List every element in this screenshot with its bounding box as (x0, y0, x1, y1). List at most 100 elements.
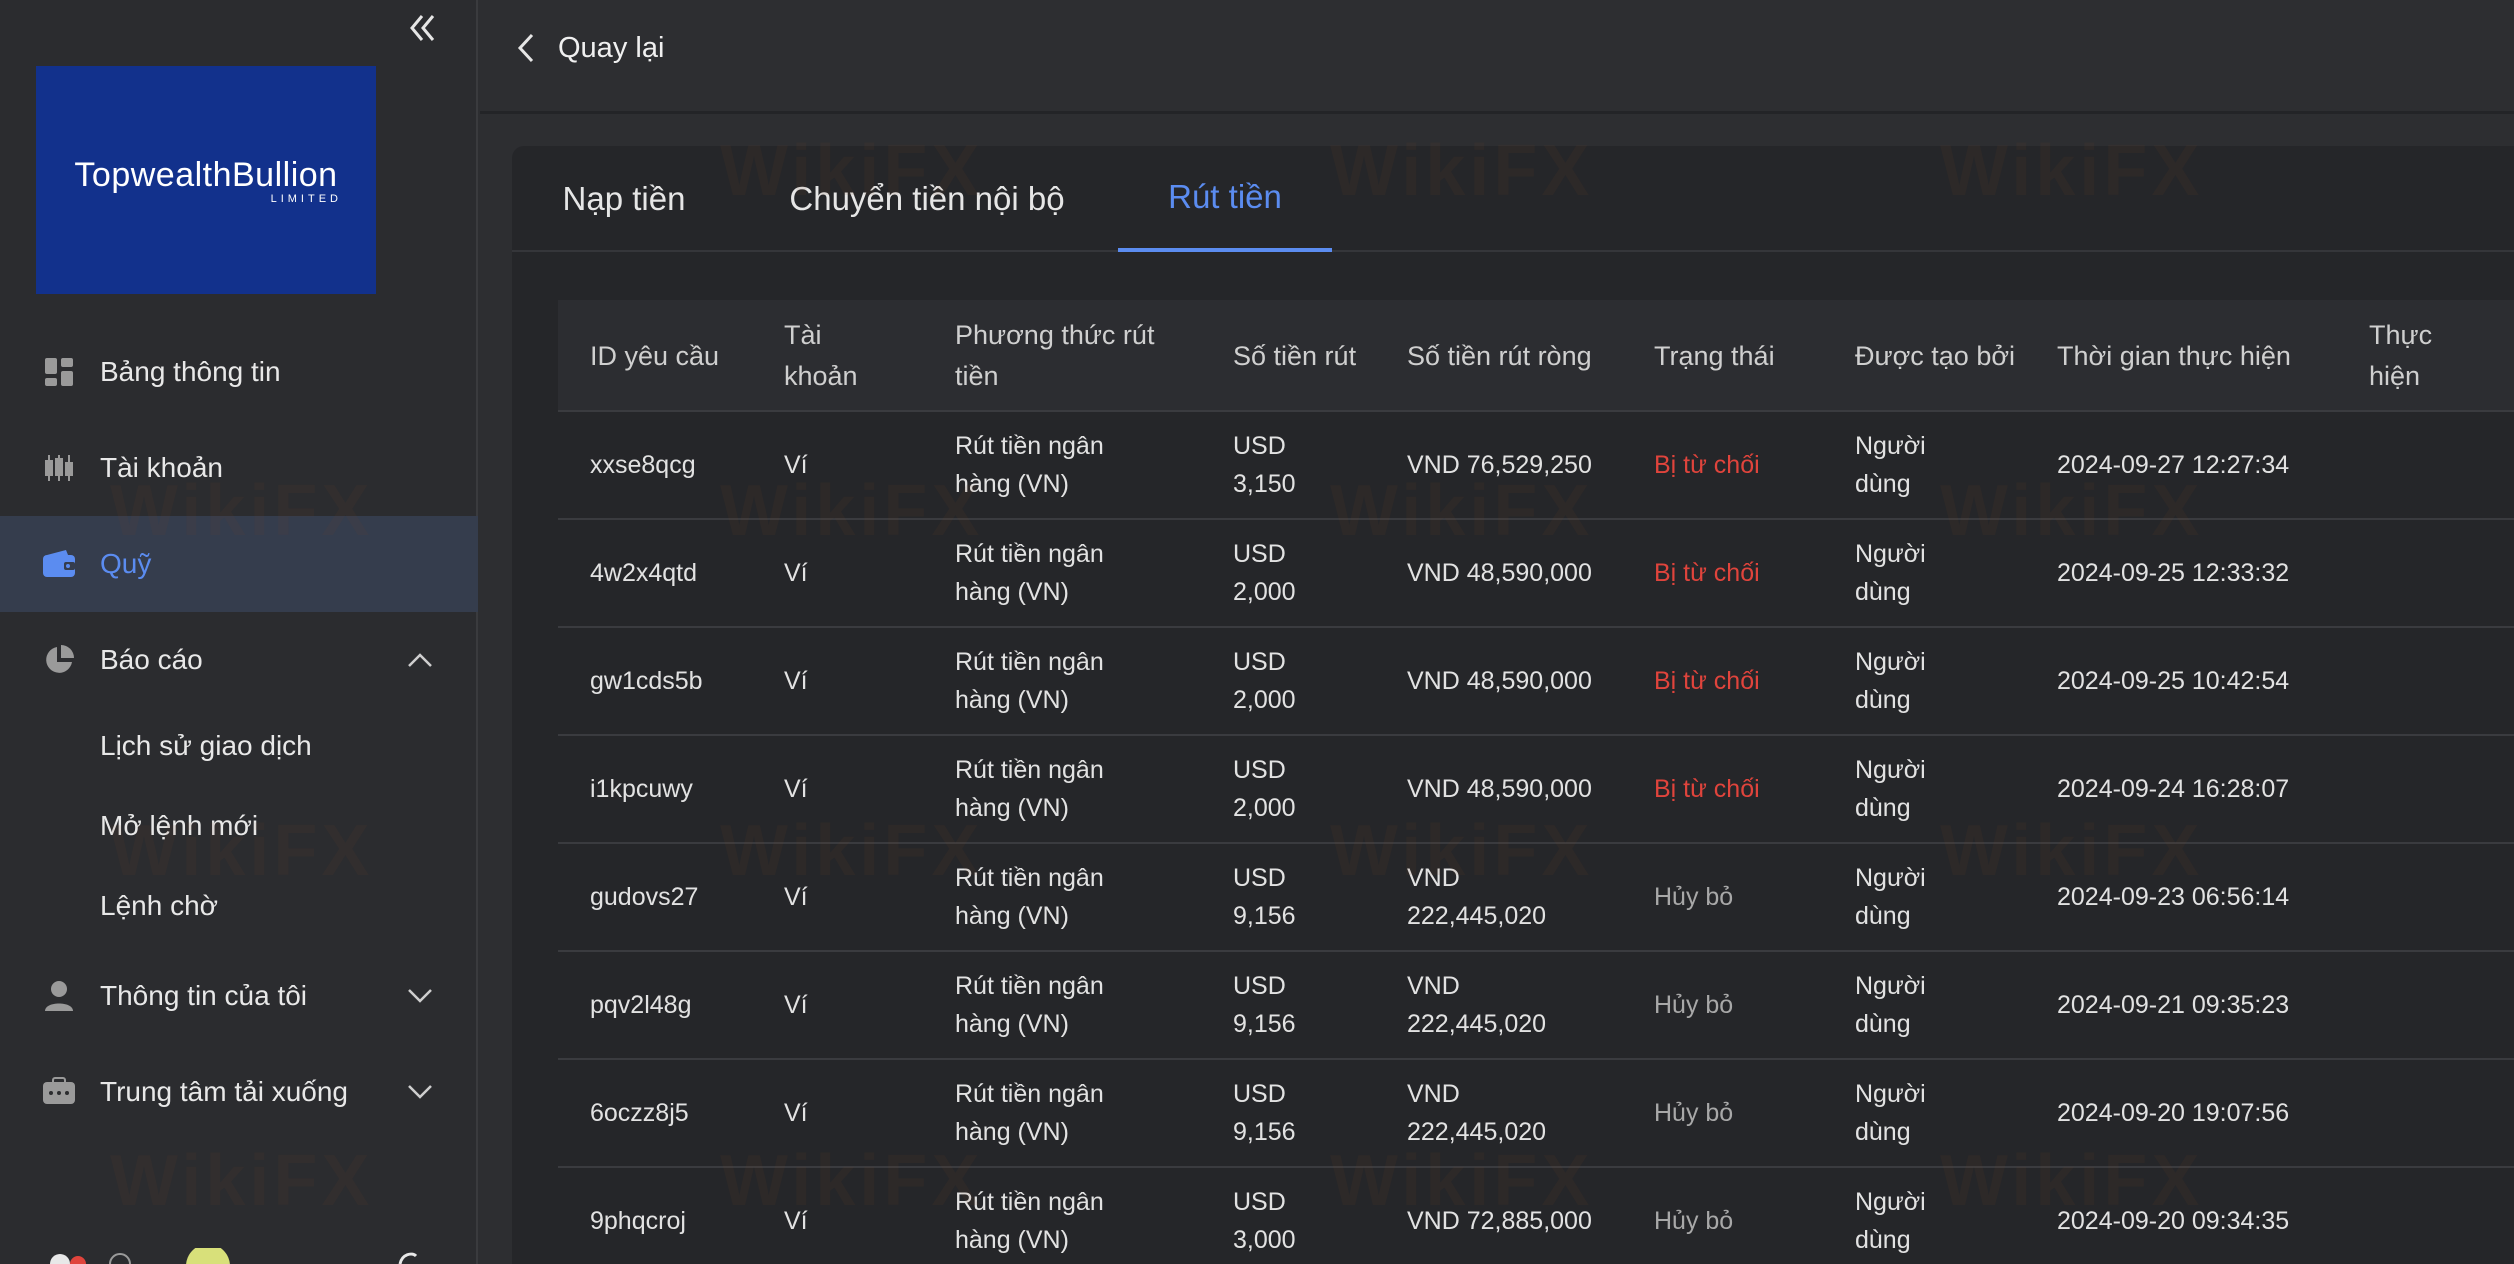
sidebar-item-label: Tài khoản (100, 452, 223, 483)
cell-time: 2024-09-25 12:33:32 (2057, 559, 2290, 587)
cell-time: 2024-09-20 19:07:56 (2057, 1099, 2290, 1127)
cell-created-by: Người dùng (1855, 1080, 1926, 1146)
cell-net-amount: VND 222,445,020 (1407, 864, 1547, 930)
column-header-created-by: Được tạo bởi (1855, 340, 2016, 371)
cell-amount: USD 2,000 (1233, 540, 1296, 606)
cell-request-id: gudovs27 (590, 883, 699, 911)
bottom-icons (40, 1244, 440, 1264)
cell-account: Ví (784, 451, 808, 479)
table-row[interactable]: gw1cds5b Ví Rút tiền ngân hàng (VN) USD 2,0… (558, 628, 2514, 736)
cell-request-id: xxse8qcg (590, 451, 696, 479)
cell-time: 2024-09-25 10:42:54 (2057, 667, 2290, 695)
cell-account: Ví (784, 775, 808, 803)
cell-account: Ví (784, 667, 808, 695)
column-header-time: Thời gian thực hiện (2057, 340, 2291, 371)
column-header-request-id: ID yêu cầu (590, 340, 720, 371)
cell-amount: USD 3,150 (1233, 432, 1296, 498)
collapse-sidebar-button[interactable] (402, 8, 442, 48)
sidebar-item-reports[interactable]: Báo cáo (0, 612, 478, 708)
cell-time: 2024-09-20 09:34:35 (2057, 1207, 2290, 1235)
cell-time: 2024-09-21 09:35:23 (2057, 991, 2290, 1019)
sidebar-item-my-info[interactable]: Thông tin của tôi (0, 948, 478, 1044)
cell-method: Rút tiền ngân hàng (VN) (955, 1188, 1104, 1254)
cell-amount: USD 9,156 (1233, 1080, 1296, 1146)
column-header-net-amount: Số tiền rút ròng (1407, 340, 1592, 371)
cell-status: Bị từ chối (1654, 667, 1760, 695)
double-chevron-left-icon (410, 15, 435, 41)
cell-created-by: Người dùng (1855, 972, 1926, 1038)
table-row[interactable]: pqv2l48g Ví Rút tiền ngân hàng (VN) USD 9,1… (558, 952, 2514, 1060)
cell-amount: USD 9,156 (1233, 864, 1296, 930)
cell-status: Bị từ chối (1654, 775, 1760, 803)
table-row[interactable]: i1kpcuwy Ví Rút tiền ngân hàng (VN) USD 2,0… (558, 736, 2514, 844)
tab-deposit[interactable]: Nạp tiền (562, 180, 686, 217)
candlestick-icon (42, 451, 76, 485)
column-header-account: Tài khoản (784, 320, 858, 391)
logo-name: TopwealthBullion (74, 155, 338, 194)
cell-status: Hủy bỏ (1654, 1099, 1734, 1127)
column-header-amount: Số tiền rút (1233, 340, 1357, 371)
sidebar-item-label: Quỹ (100, 548, 152, 579)
cell-status: Hủy bỏ (1654, 1207, 1734, 1235)
cell-time: 2024-09-23 06:56:14 (2057, 883, 2290, 911)
cell-created-by: Người dùng (1855, 432, 1926, 498)
withdrawal-table: ID yêu cầu Tài khoản Phương thức rút tiề… (558, 300, 2514, 1264)
cell-net-amount: VND 72,885,000 (1407, 1207, 1592, 1235)
cell-created-by: Người dùng (1855, 1188, 1926, 1254)
cell-time: 2024-09-27 12:27:34 (2057, 451, 2290, 479)
cell-created-by: Người dùng (1855, 864, 1926, 930)
cell-net-amount: VND 48,590,000 (1407, 667, 1592, 695)
chevron-down-icon (404, 1076, 436, 1108)
tab-withdraw[interactable]: Rút tiền (1118, 146, 1332, 252)
table-row[interactable]: 9phqcroj Ví Rút tiền ngân hàng (VN) USD 3,0… (558, 1168, 2514, 1264)
user-icon (42, 979, 76, 1013)
cell-method: Rút tiền ngân hàng (VN) (955, 1080, 1104, 1146)
logo-sub: LIMITED (270, 192, 342, 205)
tab-bar: Nạp tiền Chuyển tiền nội bộ Rút tiền (512, 146, 2514, 252)
cell-method: Rút tiền ngân hàng (VN) (955, 540, 1104, 606)
sidebar-item-label: Bảng thông tin (100, 356, 281, 387)
sidebar-item-download-center[interactable]: Trung tâm tải xuống (0, 1044, 478, 1140)
sidebar-item-dashboard[interactable]: Bảng thông tin (0, 324, 478, 420)
sidebar-subitem-trade-history[interactable]: Lịch sử giao dịch (100, 730, 312, 761)
brand-logo: TopwealthBullion LIMITED (36, 66, 376, 294)
cell-amount: USD 2,000 (1233, 648, 1296, 714)
cell-net-amount: VND 222,445,020 (1407, 972, 1547, 1038)
sidebar-subitem-open-orders[interactable]: Mở lệnh mới (100, 810, 259, 841)
tab-internal-transfer[interactable]: Chuyển tiền nội bộ (789, 180, 1065, 217)
chevron-left-icon (517, 33, 534, 63)
cell-method: Rút tiền ngân hàng (VN) (955, 972, 1104, 1038)
cell-method: Rút tiền ngân hàng (VN) (955, 756, 1104, 822)
cell-created-by: Người dùng (1855, 540, 1926, 606)
cell-net-amount: VND 76,529,250 (1407, 451, 1592, 479)
cell-net-amount: VND 222,445,020 (1407, 1080, 1547, 1146)
sidebar-subitem-pending-orders[interactable]: Lệnh chờ (100, 890, 219, 921)
cell-net-amount: VND 48,590,000 (1407, 775, 1592, 803)
table-row[interactable]: 6oczz8j5 Ví Rút tiền ngân hàng (VN) USD 9,1… (558, 1060, 2514, 1168)
cell-request-id: 4w2x4qtd (590, 559, 698, 587)
cell-request-id: 9phqcroj (590, 1207, 686, 1235)
sidebar-item-label: Trung tâm tải xuống (100, 1076, 348, 1107)
table-row[interactable]: 4w2x4qtd Ví Rút tiền ngân hàng (VN) USD 2,0… (558, 520, 2514, 628)
cell-method: Rút tiền ngân hàng (VN) (955, 432, 1104, 498)
sidebar: TopwealthBullion LIMITED Bảng thông tin … (0, 0, 478, 1264)
table-header: ID yêu cầu Tài khoản Phương thức rút tiề… (558, 300, 2514, 412)
cell-status: Hủy bỏ (1654, 991, 1734, 1019)
cell-time: 2024-09-24 16:28:07 (2057, 775, 2290, 803)
pie-chart-icon (42, 643, 76, 677)
back-button[interactable]: Quay lại (516, 28, 664, 68)
cell-account: Ví (784, 1099, 808, 1127)
cell-status: Bị từ chối (1654, 559, 1760, 587)
cell-request-id: gw1cds5b (590, 667, 703, 695)
sidebar-item-accounts[interactable]: Tài khoản (0, 420, 478, 516)
sidebar-item-funds[interactable]: Quỹ (0, 516, 478, 612)
table-row[interactable]: xxse8qcg Ví Rút tiền ngân hàng (VN) USD 3,1… (558, 412, 2514, 520)
column-header-action: Thực hiện (2369, 320, 2433, 391)
back-label: Quay lại (558, 31, 665, 64)
cell-method: Rút tiền ngân hàng (VN) (955, 864, 1104, 930)
chevron-up-icon (404, 644, 436, 676)
sidebar-item-label: Báo cáo (100, 644, 203, 675)
table-row[interactable]: gudovs27 Ví Rút tiền ngân hàng (VN) USD 9,1… (558, 844, 2514, 952)
cell-status: Hủy bỏ (1654, 883, 1734, 911)
cell-status: Bị từ chối (1654, 451, 1760, 479)
